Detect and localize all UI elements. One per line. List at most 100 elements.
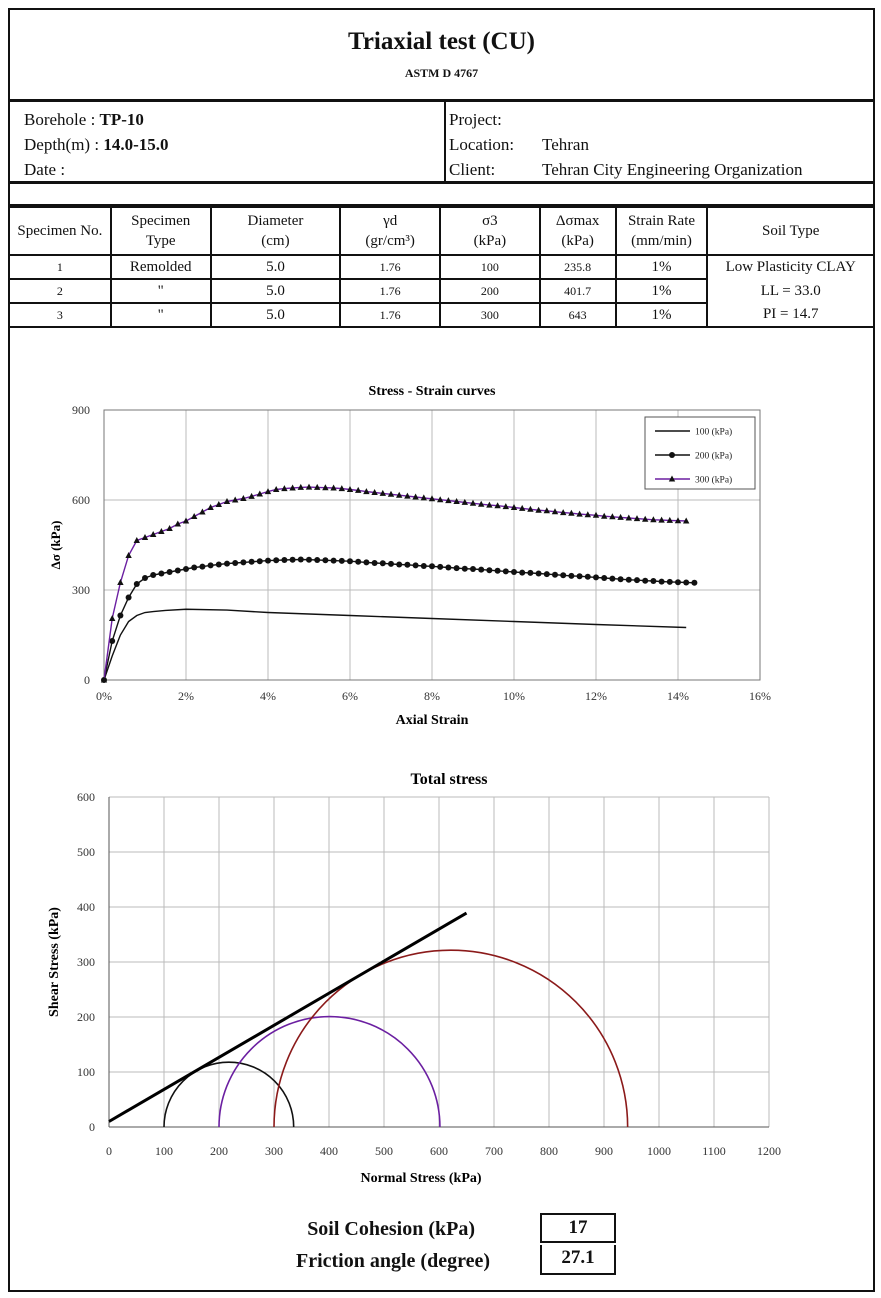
data-point — [445, 564, 452, 571]
table-row: 3 " 5.0 1.76 300 643 1% PI = 14.7 — [8, 302, 875, 328]
cell-soil-2: LL = 33.0 — [706, 279, 875, 303]
data-point — [675, 579, 681, 586]
data-point — [125, 552, 132, 558]
data-point — [125, 594, 132, 601]
plot-area — [103, 409, 761, 681]
data-point — [289, 484, 296, 491]
data-point — [527, 505, 534, 512]
data-point — [150, 572, 157, 578]
cell-diameter: 5.0 — [209, 302, 342, 328]
client-label: Client: — [449, 160, 496, 179]
header-strain-rate: Strain Rate (mm/min) — [614, 206, 709, 256]
cell-rate: 1% — [614, 302, 709, 328]
report-title: Triaxial test (CU) — [348, 28, 535, 55]
data-point — [543, 507, 550, 514]
depth-label: Depth(m) : — [24, 135, 100, 154]
data-point — [519, 569, 526, 576]
data-point — [355, 558, 362, 565]
data-point — [363, 559, 370, 566]
data-point — [158, 570, 165, 577]
y-axis-label: Shear Stress (kPa) — [47, 907, 62, 1017]
cell-no: 3 — [8, 302, 112, 328]
data-point — [634, 577, 640, 584]
data-point — [592, 511, 600, 518]
x-tick-label: 200 — [210, 1144, 228, 1158]
project-label: Project: — [449, 110, 502, 129]
data-point — [363, 488, 370, 495]
data-point — [683, 517, 690, 524]
data-point — [256, 558, 263, 565]
data-point — [100, 676, 108, 683]
data-point — [502, 568, 509, 575]
cell-type: Remolded — [109, 254, 212, 280]
cohesion-label: Soil Cohesion (kPa) — [307, 1218, 475, 1240]
data-point — [273, 486, 280, 492]
x-tick-label: 100 — [155, 1144, 173, 1158]
table-row: 2 " 5.0 1.76 200 401.7 1% LL = 33.0 — [8, 278, 875, 304]
data-point — [404, 492, 411, 499]
data-point — [379, 560, 386, 567]
data-point — [494, 502, 501, 509]
x-tick-label: 8% — [424, 689, 440, 703]
x-tick-label: 400 — [320, 1144, 338, 1158]
y-tick-label: 600 — [72, 493, 90, 507]
report-header: Triaxial test (CU) ASTM D 4767 — [8, 8, 875, 102]
data-point — [453, 565, 460, 572]
cell-gamma: 1.76 — [339, 278, 442, 304]
x-tick-label: 10% — [503, 689, 525, 703]
data-point — [166, 525, 173, 531]
data-point — [519, 504, 526, 511]
data-point — [240, 559, 247, 566]
data-point — [552, 571, 558, 578]
cell-no: 2 — [8, 278, 112, 304]
data-point — [666, 578, 673, 585]
friction-label: Friction angle (degree) — [295, 1250, 490, 1272]
y-tick-label: 600 — [77, 790, 95, 804]
series-line — [103, 486, 687, 681]
stress-strain-chart: Stress - Strain curves 0% 2% 4% 6% 8% 10% 12% 14… — [48, 384, 771, 728]
date-label: Date : — [24, 160, 66, 179]
legend-box — [644, 416, 756, 490]
data-point — [617, 576, 624, 583]
data-point — [461, 498, 468, 505]
x-tick-label: 12% — [585, 689, 607, 703]
data-point — [584, 573, 591, 580]
x-tick-label: 0% — [96, 689, 112, 703]
data-point — [322, 557, 329, 564]
x-tick-label: 1100 — [702, 1144, 726, 1158]
data-point — [650, 578, 657, 584]
data-point — [215, 561, 222, 568]
data-point — [593, 574, 599, 581]
data-point — [535, 506, 542, 513]
borehole-row: Borehole : TP-10 — [24, 110, 144, 130]
x-tick-label: 6% — [342, 689, 358, 703]
depth-value: 14.0-15.0 — [103, 135, 169, 154]
data-point — [568, 509, 575, 516]
data-point — [388, 560, 394, 567]
legend-label: 100 (kPa) — [695, 427, 732, 438]
mohr-circle-chart: Total stress 0 100 200 300 400 500 600 700 800 900… — [47, 771, 781, 1186]
data-point — [314, 483, 321, 490]
info-section: Borehole : TP-10 Depth(m) : 14.0-15.0 Da… — [8, 102, 875, 184]
data-point — [437, 563, 444, 570]
cell-rate: 1% — [614, 254, 709, 280]
data-point — [273, 557, 280, 564]
data-point — [625, 576, 632, 583]
data-point — [387, 490, 395, 497]
data-point — [396, 491, 403, 498]
data-point — [609, 513, 616, 520]
y-tick-label: 0 — [84, 673, 90, 687]
data-point — [109, 615, 116, 621]
y-tick-label: 100 — [77, 1065, 95, 1079]
cell-diameter: 5.0 — [209, 254, 342, 280]
cell-sigma3: 100 — [439, 254, 541, 280]
data-point — [248, 558, 255, 565]
report-standard: ASTM D 4767 — [404, 66, 479, 80]
data-point — [224, 560, 230, 567]
cell-dsigma: 235.8 — [538, 254, 617, 280]
data-point — [510, 504, 518, 510]
x-tick-label: 4% — [260, 689, 276, 703]
data-point — [642, 577, 649, 584]
data-point — [248, 492, 255, 499]
data-point — [133, 581, 140, 587]
